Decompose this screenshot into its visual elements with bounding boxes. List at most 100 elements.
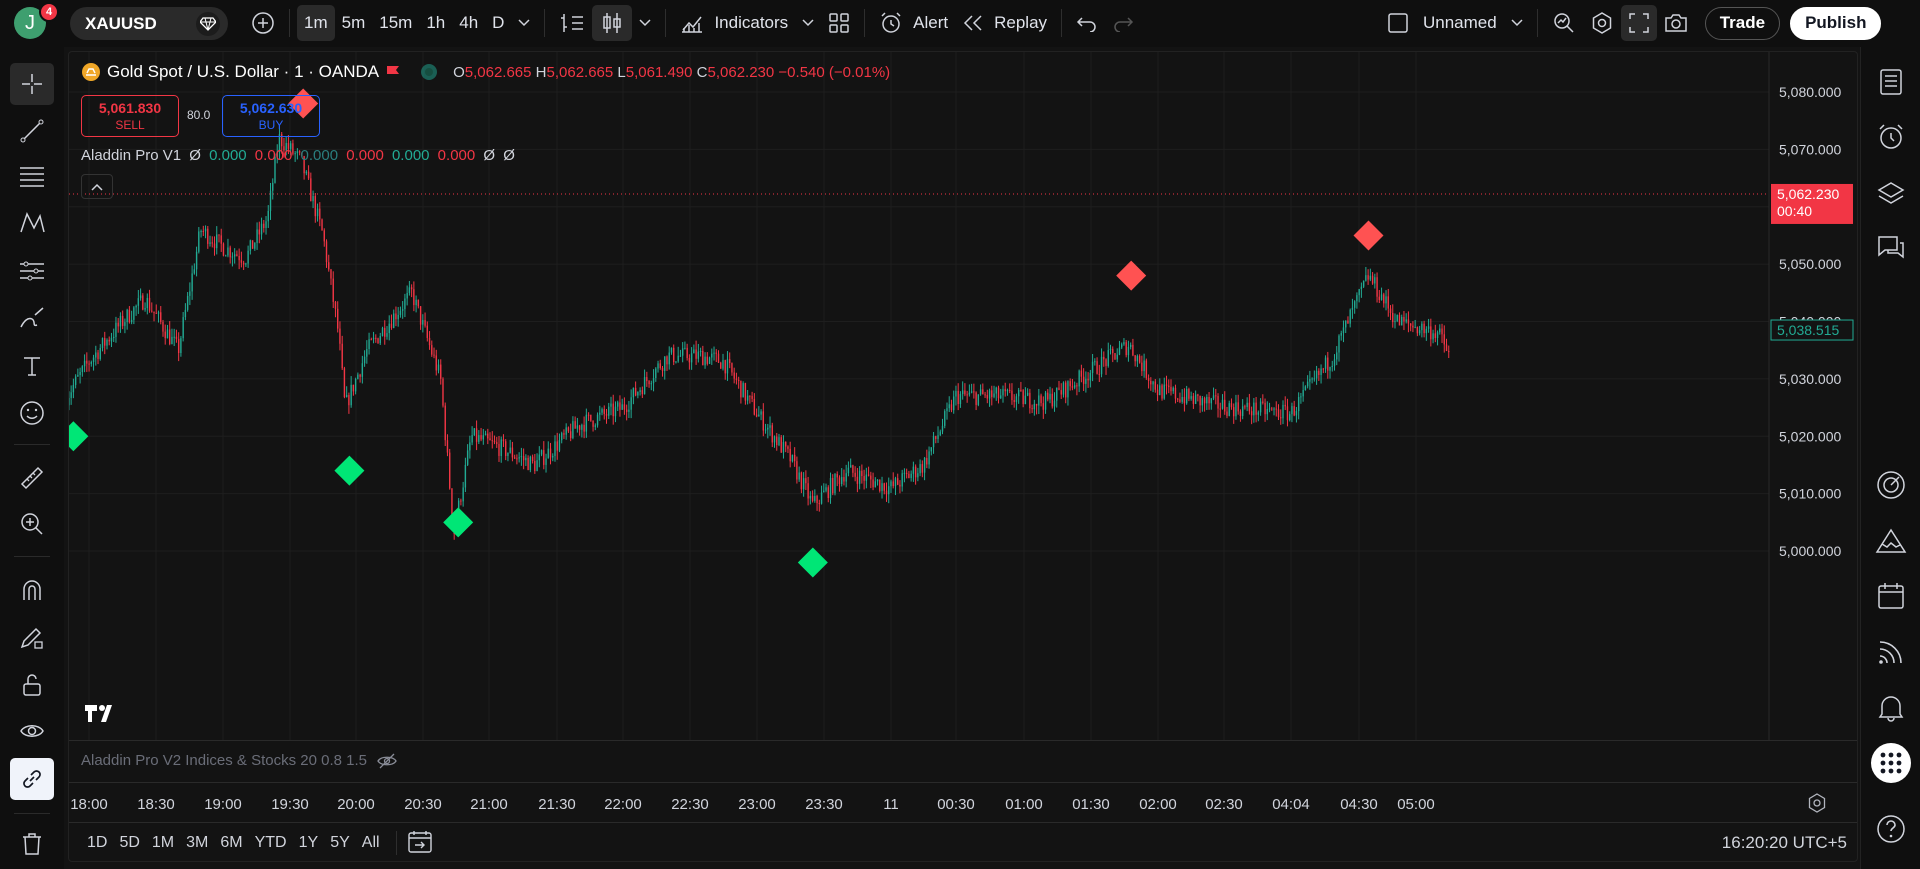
- sell-button[interactable]: 5,061.830 SELL: [81, 95, 179, 137]
- time-axis[interactable]: 18:00 18:30 19:00 19:30 20:00 20:30 21:00 21:30…: [69, 782, 1857, 822]
- pattern-tool[interactable]: [10, 202, 54, 244]
- range-1d[interactable]: 1D: [87, 834, 108, 851]
- redo-button[interactable]: [1105, 5, 1141, 41]
- series-legend[interactable]: Gold Spot / U.S. Dollar · 1 · OANDA O5,0…: [81, 62, 890, 82]
- candle-body: [932, 436, 935, 448]
- indicators-dropdown[interactable]: [795, 5, 821, 41]
- grid-icon: [829, 13, 849, 33]
- text-tool[interactable]: [10, 345, 54, 387]
- bell-icon: [1878, 696, 1904, 722]
- ruler-tool[interactable]: [10, 457, 54, 499]
- chart-type-dropdown[interactable]: [632, 5, 658, 41]
- fullscreen-button[interactable]: [1620, 5, 1657, 41]
- chats-button[interactable]: [1871, 228, 1911, 268]
- interval-5m[interactable]: 5m: [341, 13, 366, 32]
- layouts-button[interactable]: [821, 5, 857, 41]
- indicator-legend[interactable]: Aladdin Pro V1 Ø 0.000 0.000 0.000 0.000…: [81, 147, 515, 164]
- fib-tool[interactable]: [10, 155, 54, 197]
- snapshot-button[interactable]: [1657, 5, 1695, 41]
- separator: [1536, 9, 1538, 37]
- interval-15m[interactable]: 15m: [379, 13, 413, 32]
- trend-line-tool[interactable]: [10, 110, 54, 152]
- lock-tool[interactable]: [10, 664, 54, 706]
- range-5y[interactable]: 5Y: [330, 834, 350, 851]
- crosshair-tool[interactable]: [10, 63, 54, 105]
- interval-1m[interactable]: 1m: [297, 5, 335, 41]
- candle-body: [1098, 373, 1101, 375]
- forecast-tool[interactable]: [10, 250, 54, 292]
- candle-body: [693, 349, 695, 354]
- timezone-clock[interactable]: 16:20:20 UTC+5: [1721, 833, 1847, 852]
- brush-tool[interactable]: [10, 297, 54, 339]
- watchlist-button[interactable]: [1871, 62, 1911, 102]
- publish-button[interactable]: Publish: [1790, 6, 1882, 40]
- candles-button[interactable]: [592, 5, 633, 41]
- bar-style-button[interactable]: [552, 5, 592, 41]
- emoji-tool[interactable]: [10, 392, 54, 434]
- collapse-legend-button[interactable]: [81, 174, 113, 199]
- range-all[interactable]: All: [361, 834, 380, 851]
- compare-add-button[interactable]: [244, 5, 282, 41]
- replay-button[interactable]: Replay: [955, 5, 1054, 41]
- diamond-icon[interactable]: [196, 12, 220, 36]
- interval-d[interactable]: D: [492, 13, 505, 32]
- stream-button[interactable]: [1871, 632, 1911, 672]
- candle-body: [493, 440, 496, 443]
- candle-body: [1434, 333, 1437, 338]
- tradingview-logo[interactable]: [83, 702, 123, 730]
- sync-drawings-tool[interactable]: [10, 758, 54, 800]
- quick-search-button[interactable]: [1545, 5, 1583, 41]
- notifications-button[interactable]: [1871, 687, 1911, 727]
- screener-button[interactable]: [1871, 465, 1911, 505]
- interval-1h[interactable]: 1h: [426, 13, 446, 32]
- candle-body: [1192, 396, 1195, 404]
- candle-body: [505, 441, 507, 456]
- object-tree-button[interactable]: [1871, 173, 1911, 213]
- ideas-button[interactable]: [1871, 521, 1911, 561]
- range-ytd[interactable]: YTD: [254, 834, 287, 851]
- candle-body: [558, 440, 561, 451]
- zoom-tool[interactable]: [10, 503, 54, 545]
- range-1m[interactable]: 1M: [151, 834, 175, 851]
- candle-body: [419, 306, 422, 325]
- range-1y[interactable]: 1Y: [298, 834, 319, 851]
- alerts-panel-button[interactable]: [1871, 117, 1911, 157]
- market-status-icon[interactable]: [421, 64, 438, 80]
- help-button[interactable]: [1871, 809, 1911, 849]
- remove-drawings-tool[interactable]: [10, 823, 54, 865]
- undo-button[interactable]: [1069, 5, 1105, 41]
- time-tick-label: 01:00: [1005, 796, 1043, 813]
- interval-dropdown[interactable]: [511, 5, 537, 41]
- time-tick-label: 19:00: [204, 796, 242, 813]
- products-button[interactable]: [1871, 743, 1911, 783]
- alert-button[interactable]: Alert: [872, 5, 955, 41]
- buy-button[interactable]: 5,062.630 BUY: [222, 95, 320, 137]
- range-6m[interactable]: 6M: [220, 834, 243, 851]
- interval-4h[interactable]: 4h: [459, 13, 479, 32]
- range-5d[interactable]: 5D: [119, 834, 140, 851]
- magnet-tool[interactable]: [10, 570, 54, 612]
- price-chart[interactable]: 5,080.0005,070.0005,050.0005,040.0005,03…: [69, 52, 1858, 782]
- candle-body: [278, 134, 281, 153]
- candle-body: [1013, 400, 1015, 402]
- candle-body: [1275, 408, 1277, 410]
- candle-body: [1172, 387, 1174, 392]
- candle-body: [621, 404, 623, 410]
- range-3m[interactable]: 3M: [186, 834, 209, 851]
- calendar-button[interactable]: [1871, 576, 1911, 616]
- candle-body: [905, 472, 908, 474]
- trade-button[interactable]: Trade: [1704, 6, 1781, 40]
- symbol-search-button[interactable]: XAUUSD: [70, 7, 228, 40]
- lower-pane-legend[interactable]: Aladdin Pro V2 Indices & Stocks 20 0.8 1…: [81, 752, 397, 769]
- layout-name-button[interactable]: Unnamed: [1380, 5, 1530, 41]
- chart-pane[interactable]: 5,080.0005,070.0005,050.0005,040.0005,03…: [68, 51, 1858, 862]
- settings-button[interactable]: [1583, 5, 1621, 41]
- pane-divider[interactable]: [69, 740, 1857, 741]
- candle-body: [791, 454, 794, 462]
- lock-drawing-tool[interactable]: [10, 617, 54, 659]
- axis-settings-button[interactable]: [1807, 793, 1827, 816]
- indicators-button[interactable]: Indicators: [673, 5, 795, 41]
- goto-date-button[interactable]: [407, 830, 433, 857]
- hide-drawings-tool[interactable]: [10, 710, 54, 752]
- candle-body: [995, 387, 997, 394]
